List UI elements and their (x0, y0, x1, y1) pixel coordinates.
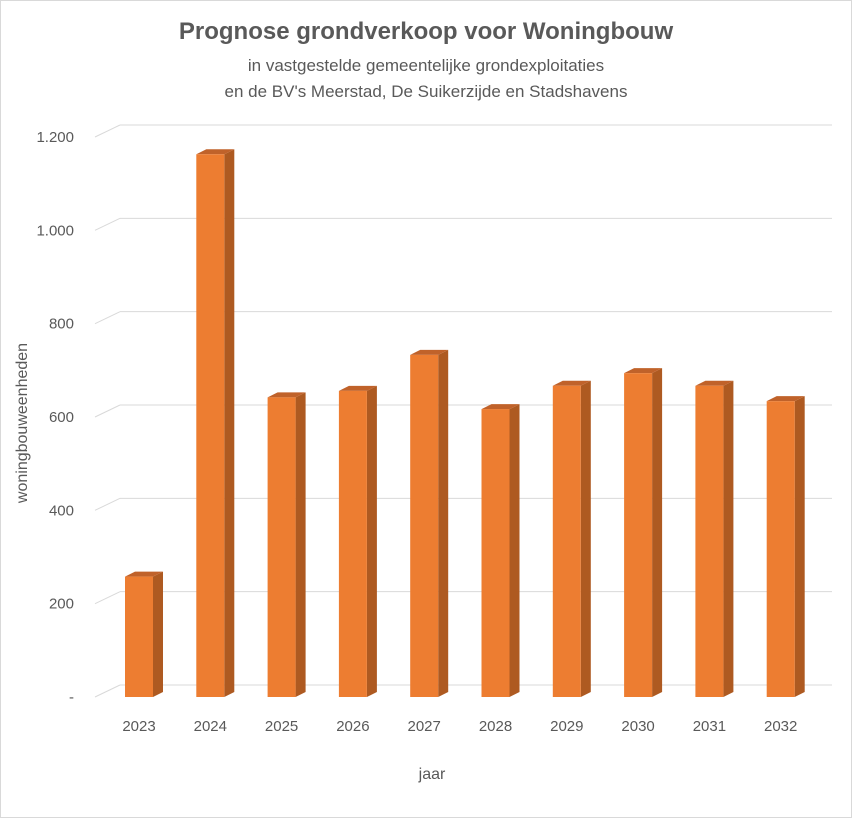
bar-top (267, 392, 306, 398)
y-tick-label: - (69, 689, 74, 706)
bar-top (624, 368, 663, 374)
x-tick-label: 2030 (621, 718, 654, 735)
bar-top (766, 396, 805, 402)
y-tick-label: 800 (49, 316, 74, 333)
bar (481, 409, 510, 697)
bar-side (295, 392, 306, 697)
bar (338, 390, 367, 697)
bar-top (338, 385, 377, 391)
gridline-floor-edge (94, 311, 121, 325)
gridline-floor-edge (94, 684, 121, 698)
bar (552, 385, 581, 697)
bar-side (438, 349, 449, 697)
chart-title: Prognose grondverkoop voor Woningbouw (178, 18, 674, 45)
y-tick-label: 1.000 (36, 222, 74, 239)
bar-top (481, 404, 520, 410)
x-tick-label: 2026 (336, 718, 369, 735)
chart-subtitle-line-1: in vastgestelde gemeentelijke grondexplo… (247, 56, 605, 75)
bar-side (366, 385, 377, 697)
gridline-floor-edge (94, 497, 121, 511)
x-tick-label: 2024 (194, 718, 227, 735)
chart-subtitle-line-2: en de BV's Meerstad, De Suikerzijde en S… (224, 82, 628, 101)
bar-top (695, 380, 734, 386)
bar-side (580, 380, 591, 697)
gridline-floor-edge (94, 217, 121, 231)
x-tick-label: 2031 (693, 718, 726, 735)
x-tick-label: 2028 (479, 718, 512, 735)
x-tick-label: 2025 (265, 718, 298, 735)
x-tick-label: 2029 (550, 718, 583, 735)
y-tick-label: 1.200 (36, 129, 74, 146)
bar-top (196, 149, 235, 155)
bar (410, 354, 439, 697)
y-tick-label: 600 (49, 409, 74, 426)
bar (766, 401, 795, 697)
x-tick-label: 2027 (408, 718, 441, 735)
bar (125, 576, 153, 697)
y-tick-label: 400 (49, 502, 74, 519)
bar-side (652, 368, 663, 697)
bar-top (410, 349, 449, 355)
bar (196, 154, 225, 697)
bar-top (125, 571, 163, 577)
x-axis-label: jaar (418, 766, 446, 783)
bar-side (723, 380, 734, 697)
gridline-floor-edge (94, 591, 121, 605)
bar-top (552, 380, 591, 386)
bar-side (509, 404, 520, 697)
y-tick-label: 200 (49, 596, 74, 613)
y-axis-label: woningbouweenheden (14, 343, 31, 504)
bar (267, 397, 296, 697)
bar-side (153, 571, 163, 697)
x-tick-label: 2032 (764, 718, 797, 735)
bar (695, 385, 724, 697)
x-tick-label: 2023 (122, 718, 155, 735)
bar-side (224, 149, 235, 697)
gridline-floor-edge (94, 404, 121, 418)
bar (624, 373, 653, 697)
bar-side (794, 396, 805, 697)
gridline-floor-edge (94, 124, 121, 138)
